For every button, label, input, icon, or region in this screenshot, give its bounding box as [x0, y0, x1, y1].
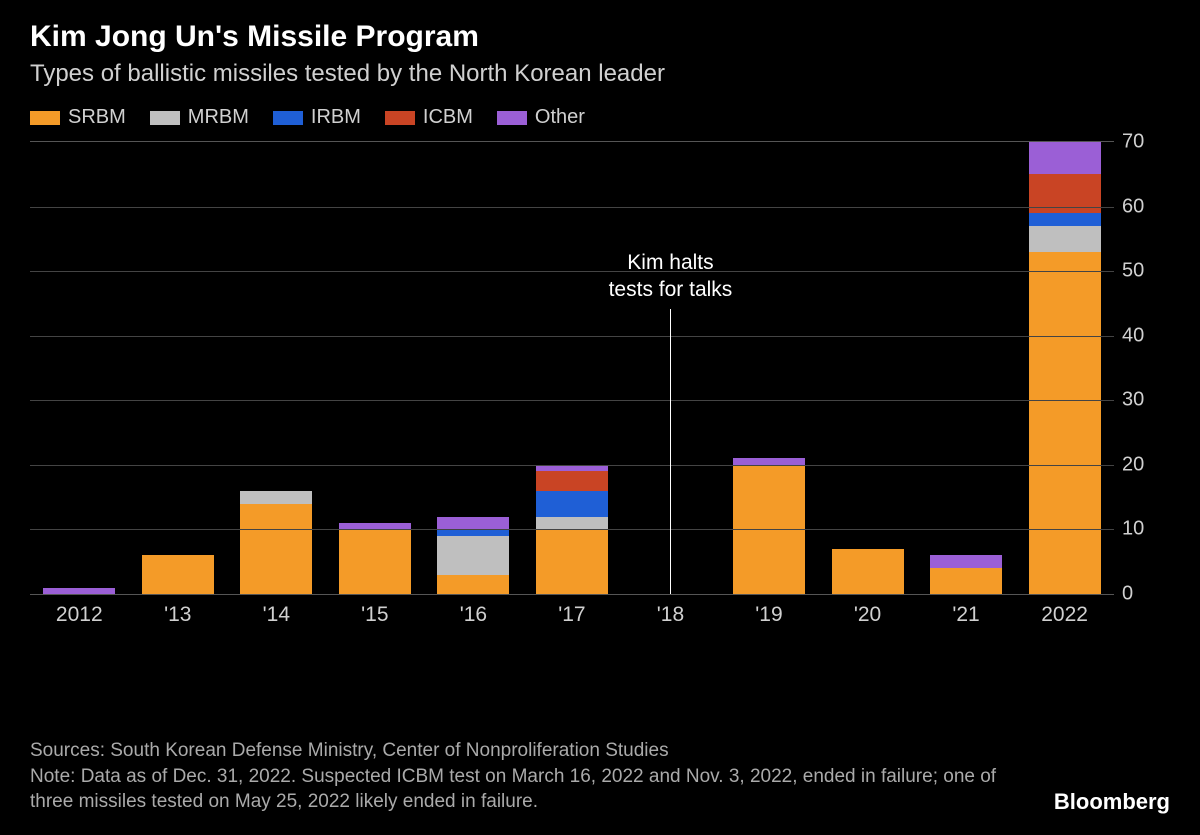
annotation-line1: Kim halts: [590, 250, 750, 276]
y-tick-label: 70: [1122, 131, 1162, 154]
bar-column: [733, 142, 805, 594]
legend-item: IRBM: [273, 106, 361, 129]
legend-swatch: [497, 111, 527, 125]
sources-line: Sources: South Korean Defense Ministry, …: [30, 740, 669, 761]
bar-segment-srbm: [339, 529, 411, 594]
plot-area: 010203040506070Kim haltstests for talks: [30, 141, 1114, 595]
legend-item: MRBM: [150, 106, 249, 129]
y-tick-label: 50: [1122, 260, 1162, 283]
legend-label: IRBM: [311, 106, 361, 129]
sources-text: Sources: South Korean Defense Ministry, …: [30, 738, 1010, 815]
gridline: [30, 336, 1114, 337]
bar-segment-mrbm: [437, 536, 509, 575]
x-tick-label: '14: [240, 597, 312, 631]
x-tick-label: 2012: [43, 597, 115, 631]
bar-segment-icbm: [536, 471, 608, 490]
legend-label: ICBM: [423, 106, 473, 129]
y-tick-label: 30: [1122, 389, 1162, 412]
bars-row: [30, 142, 1114, 594]
bar-segment-srbm: [437, 575, 509, 594]
x-tick-label: '18: [634, 597, 706, 631]
chart-subtitle: Types of ballistic missiles tested by th…: [30, 60, 1170, 88]
gridline: [30, 529, 1114, 530]
chart-container: Kim Jong Un's Missile Program Types of b…: [0, 0, 1200, 835]
x-tick-label: '15: [339, 597, 411, 631]
bar-column: [142, 142, 214, 594]
bar-segment-mrbm: [1029, 226, 1101, 252]
bar-column: [43, 142, 115, 594]
y-tick-label: 40: [1122, 324, 1162, 347]
note-line: Note: Data as of Dec. 31, 2022. Suspecte…: [30, 766, 996, 813]
legend-item: SRBM: [30, 106, 126, 129]
legend-swatch: [30, 111, 60, 125]
x-tick-label: '21: [930, 597, 1002, 631]
bar-segment-srbm: [536, 529, 608, 594]
legend-label: MRBM: [188, 106, 249, 129]
brand-label: Bloomberg: [1054, 789, 1170, 815]
bar-segment-irbm: [1029, 213, 1101, 226]
bar-segment-mrbm: [240, 491, 312, 504]
chart-title: Kim Jong Un's Missile Program: [30, 20, 1170, 54]
gridline: [30, 271, 1114, 272]
x-tick-label: 2022: [1029, 597, 1101, 631]
bar-column: [832, 142, 904, 594]
bar-segment-srbm: [142, 555, 214, 594]
bar-segment-other: [930, 555, 1002, 568]
bar-segment-srbm: [1029, 252, 1101, 594]
bar-segment-srbm: [930, 568, 1002, 594]
legend-swatch: [150, 111, 180, 125]
bar-column: [339, 142, 411, 594]
bar-column: [437, 142, 509, 594]
chart-area: 010203040506070Kim haltstests for talks …: [30, 141, 1170, 631]
x-tick-label: '17: [536, 597, 608, 631]
y-tick-label: 0: [1122, 583, 1162, 606]
legend-item: ICBM: [385, 106, 473, 129]
legend: SRBM MRBM IRBM ICBM Other: [30, 106, 1170, 129]
bar-column: [240, 142, 312, 594]
bar-column: [930, 142, 1002, 594]
x-tick-label: '16: [437, 597, 509, 631]
y-tick-label: 10: [1122, 518, 1162, 541]
legend-swatch: [385, 111, 415, 125]
legend-item: Other: [497, 106, 585, 129]
bar-segment-other: [437, 517, 509, 530]
legend-swatch: [273, 111, 303, 125]
gridline: [30, 207, 1114, 208]
x-tick-label: '13: [142, 597, 214, 631]
bar-segment-other: [1029, 142, 1101, 174]
bar-column: [1029, 142, 1101, 594]
legend-label: Other: [535, 106, 585, 129]
bar-segment-srbm: [832, 549, 904, 594]
x-axis-labels: 2012 '13 '14 '15 '16 '17 '18 '19 '20 '21 2022: [30, 597, 1114, 631]
annotation-line2: tests for talks: [590, 277, 750, 303]
bar-segment-srbm: [240, 504, 312, 594]
gridline: [30, 465, 1114, 466]
y-tick-label: 20: [1122, 453, 1162, 476]
annotation-label: Kim haltstests for talks: [590, 250, 750, 303]
chart-footer: Sources: South Korean Defense Ministry, …: [30, 738, 1170, 815]
bar-column: [536, 142, 608, 594]
bar-segment-other: [43, 588, 115, 594]
annotation-line: [670, 309, 671, 594]
gridline: [30, 400, 1114, 401]
x-tick-label: '20: [832, 597, 904, 631]
x-tick-label: '19: [733, 597, 805, 631]
bar-segment-irbm: [536, 491, 608, 517]
bar-segment-mrbm: [536, 517, 608, 530]
y-tick-label: 60: [1122, 195, 1162, 218]
legend-label: SRBM: [68, 106, 126, 129]
